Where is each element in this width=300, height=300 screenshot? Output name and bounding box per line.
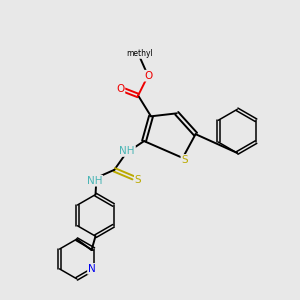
Text: S: S bbox=[135, 175, 141, 185]
Text: N: N bbox=[88, 264, 96, 274]
Text: S: S bbox=[182, 155, 188, 165]
Text: NH: NH bbox=[87, 176, 102, 186]
Text: O: O bbox=[116, 84, 124, 94]
Text: NH: NH bbox=[119, 146, 135, 156]
Text: O: O bbox=[144, 71, 152, 81]
Text: methyl: methyl bbox=[127, 50, 154, 58]
